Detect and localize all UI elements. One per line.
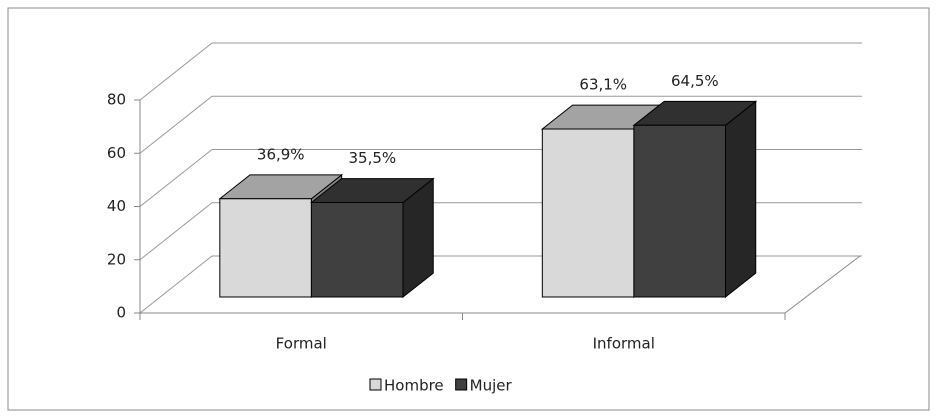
legend-swatch (369, 378, 382, 391)
x-tick-label: Formal (276, 335, 327, 353)
y-tick-label: 60 (107, 144, 126, 162)
value-label: 35,5% (348, 149, 396, 167)
value-label: 63,1% (579, 76, 627, 94)
x-tick-label: Informal (593, 335, 655, 353)
bar-side (725, 100, 757, 299)
y-tick-label: 80 (107, 91, 126, 109)
y-tick-label: 0 (116, 304, 126, 322)
legend-swatch (455, 378, 468, 391)
grid-line (139, 42, 862, 101)
grid-line (139, 95, 862, 154)
bar (632, 100, 758, 299)
value-label: 64,5% (671, 72, 719, 90)
bar-front (541, 128, 635, 298)
legend-label: Mujer (470, 377, 513, 395)
bar (309, 177, 435, 299)
y-tick-label: 20 (107, 250, 126, 268)
bar-front (219, 198, 312, 298)
value-label: 36,9% (257, 145, 305, 163)
bar-front (633, 124, 726, 298)
y-tick-label: 40 (107, 197, 126, 215)
bar-front (310, 202, 404, 298)
legend-label: Hombre (384, 377, 444, 395)
chart-frame (7, 7, 930, 411)
